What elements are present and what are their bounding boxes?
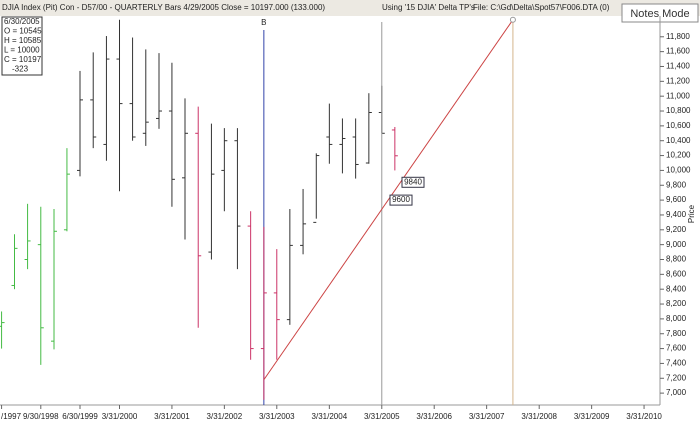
x-tick-label: 3/31/2003 [259, 412, 295, 421]
chart-title: DJIA Index (Pit) Con - D57/00 - QUARTERL… [2, 3, 325, 12]
y-tick-label: 11,000 [666, 91, 690, 100]
y-tick-label: 10,200 [666, 151, 691, 160]
y-tick-label: 8,400 [666, 284, 687, 293]
y-tick-label: 8,800 [666, 255, 687, 264]
y-tick-label: 9,200 [666, 225, 687, 234]
y-tick-label: 9,600 [666, 195, 687, 204]
notes-mode-label[interactable]: Notes Mode [630, 8, 689, 20]
trendline-end [509, 16, 516, 23]
y-tick-label: 7,400 [666, 359, 687, 368]
marker-label: B [261, 18, 266, 27]
readout-line: -323 [12, 65, 29, 74]
y-tick-label: 9,000 [666, 240, 687, 249]
chart-subtitle: Using '15 DJIA' Delta TP's [382, 3, 475, 12]
readout-line: H = 10585 [4, 36, 42, 45]
y-tick-label: 7,800 [666, 329, 687, 338]
y-tick-label: 7,000 [666, 388, 687, 397]
price-box [389, 194, 413, 206]
y-tick-label: 11,400 [666, 62, 690, 71]
readout-line: O = 10545 [4, 27, 42, 36]
header-bar [0, 0, 700, 16]
x-tick-label: 3/31/2010 [626, 412, 662, 421]
y-tick-label: 11,200 [666, 76, 690, 85]
y-tick-label: 10,000 [666, 166, 691, 175]
x-tick-label: 9/30/1998 [23, 412, 59, 421]
y-tick-label: 7,600 [666, 344, 687, 353]
y-tick-label: 9,400 [666, 210, 687, 219]
x-tick-label: 3/31/2002 [207, 412, 243, 421]
x-tick-label: 3/31/2009 [574, 412, 610, 421]
x-tick-label: 3/31/2001 [154, 412, 190, 421]
y-tick-label: 11,800 [666, 32, 690, 41]
readout-box [1, 16, 43, 76]
price-box-label: 9840 [404, 177, 422, 186]
x-tick-label: 3/31/2007 [469, 412, 505, 421]
y-tick-label: 7,200 [666, 373, 687, 382]
trendline [263, 19, 514, 381]
y-tick-label: 8,600 [666, 269, 687, 278]
y-tick-label: 9,800 [666, 180, 687, 189]
x-tick-label: /1997 [1, 412, 22, 421]
y-tick-label: 10,800 [666, 106, 691, 115]
y-tick-label: 8,200 [666, 299, 687, 308]
x-tick-label: 3/31/2000 [102, 412, 138, 421]
x-tick-label: 3/31/2005 [364, 412, 400, 421]
y-tick-label: 8,000 [666, 314, 687, 323]
y-tick-label: 10,600 [666, 121, 691, 130]
readout-line: 6/30/2005 [4, 17, 40, 26]
price-box [401, 176, 425, 188]
price-box-label: 9600 [392, 195, 410, 204]
file-label: File: C:\Gd\Delta\Spot57\F006.DTA (0) [473, 3, 610, 12]
x-tick-label: 3/31/2006 [416, 412, 452, 421]
x-tick-label: 6/30/1999 [62, 412, 98, 421]
y-tick-label: 10,400 [666, 136, 691, 145]
y-axis-label: Price [687, 204, 696, 223]
readout-line: C = 10197 [4, 55, 42, 64]
readout-line: L = 10000 [4, 46, 40, 55]
x-tick-label: 3/31/2004 [312, 412, 348, 421]
x-tick-label: 3/31/2008 [521, 412, 557, 421]
y-tick-label: 11,600 [666, 47, 690, 56]
